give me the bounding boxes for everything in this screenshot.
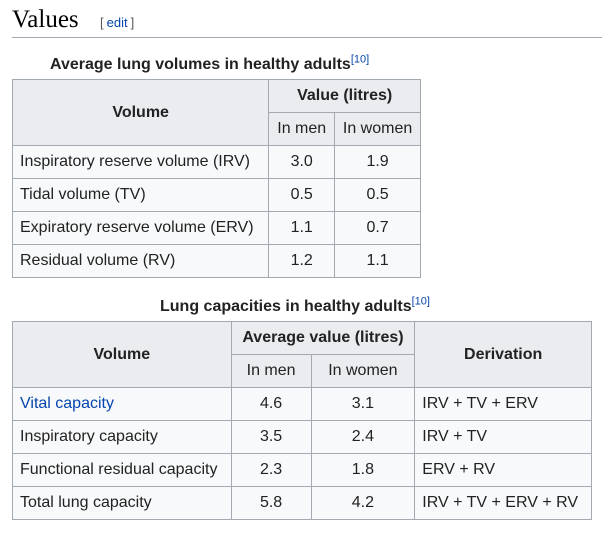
value-women: 0.5 [334,178,421,212]
edit-bracket-open: [ [100,15,104,30]
table2-header-men: In men [230,354,312,388]
value-men: 1.2 [268,244,336,278]
section-title: Values [12,6,79,33]
capacity-name: Total lung capacity [12,486,232,520]
value-women: 1.9 [334,145,421,179]
value-women: 0.7 [334,211,421,245]
value-women: 2.4 [310,420,416,454]
table2-header-derivation: Derivation [414,321,592,388]
table1-caption-text: Average lung volumes in healthy adults [50,56,351,73]
table1-caption: Average lung volumes in healthy adults[1… [50,53,370,75]
table2-reference-link[interactable]: [10] [411,295,430,308]
value-men: 3.5 [230,420,312,454]
value-men: 5.8 [230,486,312,520]
edit-section: [edit] [100,15,134,31]
table1-header-women: In women [334,112,421,146]
volume-name: Residual volume (RV) [11,244,270,278]
capacity-name: Vital capacity [12,387,232,421]
table1-reference-link[interactable]: [10] [350,53,370,66]
value-women: 4.2 [310,486,416,520]
derivation: IRV + TV + ERV + RV [414,486,592,520]
table1-header-volume: Volume [11,79,270,146]
lung-capacities-table: Volume Average value (litres) Derivation… [12,321,592,520]
value-men: 4.6 [230,387,312,421]
table-row: Functional residual capacity 2.3 1.8 ERV… [12,453,592,487]
value-women: 3.1 [310,387,416,421]
section-heading: Values [edit] [12,4,602,38]
derivation: ERV + RV [414,453,592,487]
value-men: 3.0 [268,145,336,179]
table-row: Inspiratory reserve volume (IRV) 3.0 1.9 [11,145,421,179]
volume-name: Inspiratory reserve volume (IRV) [11,145,270,179]
table-row: Residual volume (RV) 1.2 1.1 [11,244,421,278]
edit-bracket-close: ] [130,15,135,30]
derivation: IRV + TV [414,420,592,454]
value-women: 1.8 [310,453,416,487]
value-women: 1.1 [334,244,421,278]
edit-link[interactable]: edit [106,15,128,30]
value-men: 0.5 [268,178,336,212]
value-men: 1.1 [268,211,336,245]
table-row: Inspiratory capacity 3.5 2.4 IRV + TV [12,420,592,454]
volume-name: Tidal volume (TV) [11,178,270,212]
capacity-name: Functional residual capacity [12,453,232,487]
table2-header-women: In women [310,354,416,388]
lung-volumes-table: Volume Value (litres) In men In women In… [11,79,421,278]
derivation: IRV + TV + ERV [414,387,592,421]
volume-name: Expiratory reserve volume (ERV) [11,211,270,245]
table-row: Expiratory reserve volume (ERV) 1.1 0.7 [11,211,421,245]
table1-header-men: In men [268,112,336,146]
table2-caption: Lung capacities in healthy adults[10] [160,295,430,317]
table1-header-value: Value (litres) [268,79,421,113]
table2-caption-text: Lung capacities in healthy adults [160,298,412,315]
table-row: Tidal volume (TV) 0.5 0.5 [11,178,421,212]
vital-capacity-link[interactable]: Vital capacity [20,395,114,412]
table2-header-value: Average value (litres) [230,321,416,355]
table2-header-volume: Volume [12,321,232,388]
capacity-name: Inspiratory capacity [12,420,232,454]
value-men: 2.3 [230,453,312,487]
table-row: Total lung capacity 5.8 4.2 IRV + TV + E… [12,486,592,520]
table-row: Vital capacity 4.6 3.1 IRV + TV + ERV [12,387,592,421]
